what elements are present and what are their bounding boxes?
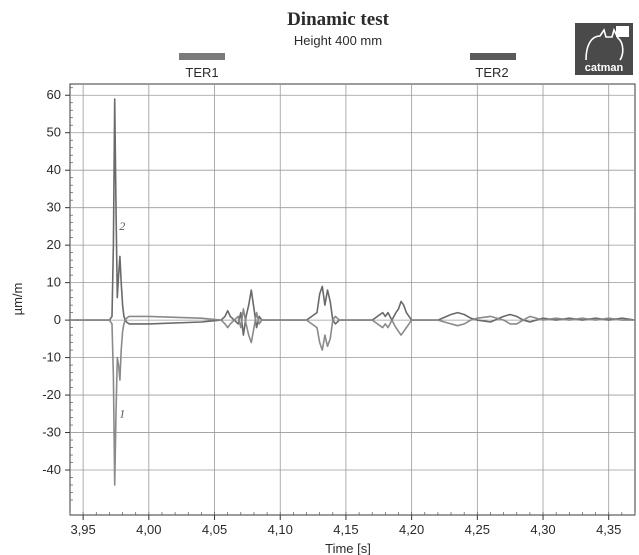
legend-swatch-ter2 bbox=[470, 53, 516, 60]
y-tick-label: 30 bbox=[47, 200, 61, 215]
series-line-2 bbox=[70, 308, 635, 486]
y-tick-label: 50 bbox=[47, 125, 61, 140]
x-axis-label: Time [s] bbox=[325, 541, 371, 555]
y-tick-label: 10 bbox=[47, 275, 61, 290]
y-axis: 60 50 40 30 20 10 0 -10 -20 -30 -40 bbox=[42, 87, 73, 501]
plot-area bbox=[69, 83, 636, 516]
y-tick-label: 20 bbox=[47, 237, 61, 252]
x-tick-label: 4,15 bbox=[333, 522, 358, 537]
catman-logo: catman bbox=[575, 23, 633, 75]
annotation-1: 2 bbox=[119, 219, 125, 233]
y-tick-label: -20 bbox=[42, 387, 61, 402]
legend-label-ter1: TER1 bbox=[185, 65, 218, 80]
y-tick-label: 40 bbox=[47, 162, 61, 177]
legend-label-ter2: TER2 bbox=[475, 65, 508, 80]
x-tick-label: 4,35 bbox=[596, 522, 621, 537]
y-tick-label: 60 bbox=[47, 87, 61, 102]
x-tick-label: 3,95 bbox=[70, 522, 95, 537]
annotations: 21 bbox=[119, 219, 125, 420]
annotation-2: 1 bbox=[119, 407, 125, 421]
logo-label: catman bbox=[585, 62, 624, 74]
x-tick-label: 4,30 bbox=[530, 522, 555, 537]
x-tick-label: 4,20 bbox=[399, 522, 424, 537]
hbm-badge-icon bbox=[616, 26, 629, 37]
series-layer bbox=[70, 98, 636, 486]
legend: TER1 TER2 bbox=[179, 53, 516, 80]
y-tick-label: 0 bbox=[54, 312, 61, 327]
chart-title: Dinamic test bbox=[287, 9, 390, 30]
y-tick-label: -30 bbox=[42, 425, 61, 440]
legend-swatch-ter1 bbox=[179, 53, 225, 60]
cat-icon bbox=[585, 27, 624, 61]
x-tick-label: 4,25 bbox=[465, 522, 490, 537]
y-axis-label: µm/m bbox=[10, 283, 25, 316]
series-line-1 bbox=[70, 98, 636, 336]
x-tick-label: 4,00 bbox=[136, 522, 161, 537]
chart-subtitle: Height 400 mm bbox=[294, 33, 382, 48]
y-tick-label: -10 bbox=[42, 350, 61, 365]
y-tick-label: -40 bbox=[42, 462, 61, 477]
x-tick-label: 4,10 bbox=[268, 522, 293, 537]
grid bbox=[70, 84, 635, 515]
x-axis: 3,95 4,00 4,05 4,10 4,15 4,20 4,25 4,30 4,35 bbox=[69, 512, 636, 537]
x-tick-label: 4,05 bbox=[202, 522, 227, 537]
